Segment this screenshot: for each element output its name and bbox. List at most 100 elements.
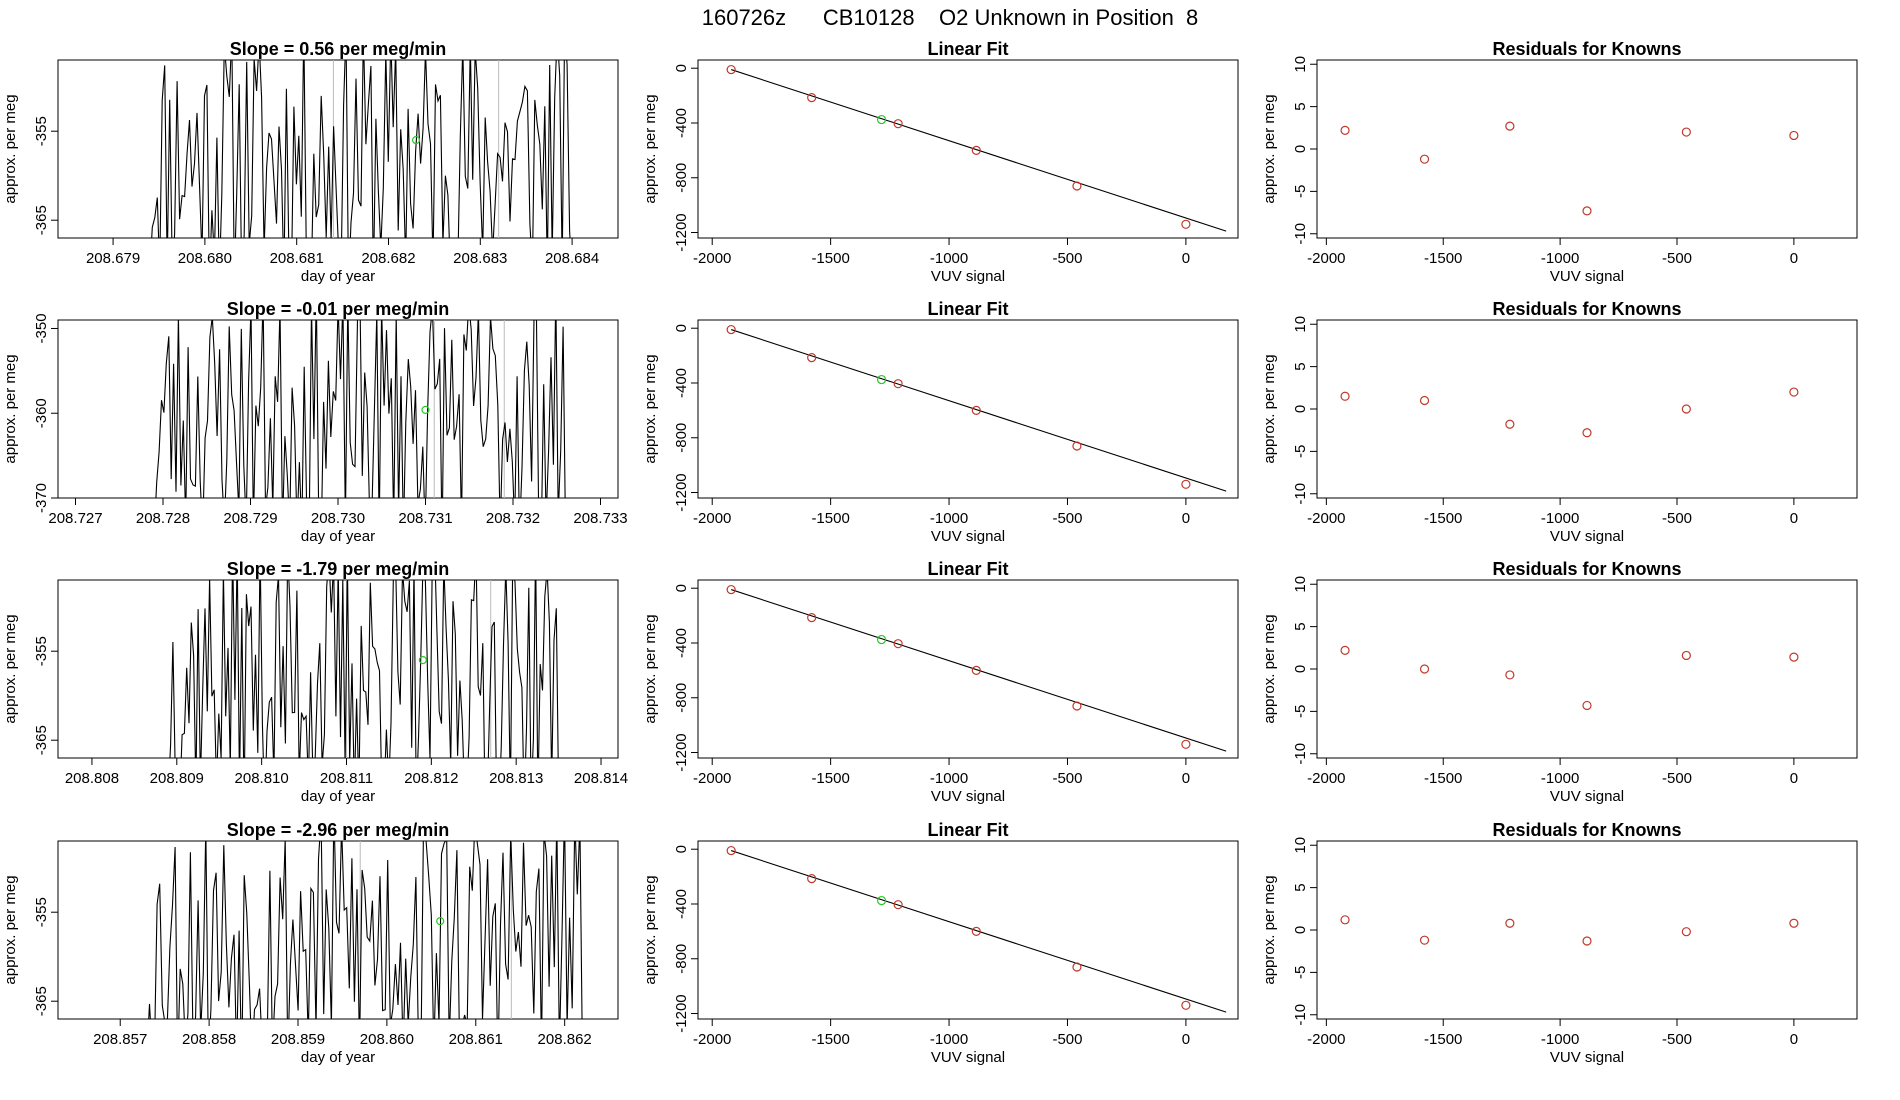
x-tick-label: -1000 [1541, 510, 1579, 527]
y-tick-label: 10 [1292, 316, 1309, 333]
y-tick-label: -800 [673, 163, 690, 193]
y-tick-label: -355 [33, 897, 50, 927]
y-tick-label: 0 [673, 584, 690, 592]
known-point [1789, 130, 1799, 141]
data-series-line [151, 60, 571, 238]
y-tick-label: 0 [1292, 405, 1309, 413]
plot-area [726, 64, 1227, 232]
x-tick-label: -2000 [693, 510, 731, 527]
y-tick-label: -5 [1292, 185, 1309, 198]
x-axis-label: VUV signal [931, 1049, 1005, 1066]
known-point [726, 64, 736, 75]
panel-11: Linear Fit -2000 -1500 -1000 -500 0 0 -400 -800 -… [642, 820, 1239, 1066]
known-point [1582, 428, 1592, 438]
plot-area [726, 845, 1227, 1013]
known-point [893, 639, 903, 649]
plot-frame [697, 840, 1239, 1020]
x-axis-label: VUV signal [1550, 268, 1624, 285]
x-tick-label: 0 [1182, 1031, 1190, 1048]
known-point [1181, 479, 1191, 489]
x-tick-label: 208.808 [65, 770, 119, 787]
y-tick-label: -370 [33, 483, 50, 513]
y-tick-label: -1200 [673, 733, 690, 771]
known-point [1582, 700, 1592, 711]
known-point [893, 900, 903, 910]
x-tick-label: -1500 [1424, 510, 1462, 527]
x-axis-label: VUV signal [931, 268, 1005, 285]
data-series-line [169, 580, 559, 758]
plot-area [726, 324, 1227, 492]
known-point [1789, 387, 1799, 397]
known-point [1072, 962, 1082, 972]
x-tick-label: 208.860 [360, 1031, 414, 1048]
x-tick-label: 208.682 [361, 250, 415, 267]
x-tick-label: -1000 [1541, 770, 1579, 787]
panel-4: Slope = -0.01 per meg/min 208.727 208.728 2… [2, 299, 628, 545]
panel-12: Residuals for Knowns -2000 -1500 -1000 -500 0… [1261, 820, 1858, 1066]
x-tick-label: -2000 [1307, 770, 1345, 787]
y-tick-label: -5 [1292, 445, 1309, 458]
x-tick-label: -500 [1052, 250, 1082, 267]
x-axis-label: VUV signal [931, 528, 1005, 545]
y-axis-label: approx. per meg [1261, 614, 1278, 723]
x-tick-label: 0 [1790, 250, 1798, 267]
x-tick-label: 208.858 [182, 1031, 236, 1048]
plot-area [1340, 645, 1799, 711]
y-axis-label: approx. per meg [2, 354, 19, 463]
x-tick-label: 208.861 [449, 1031, 503, 1048]
plot-area [1340, 387, 1799, 438]
known-point [1419, 154, 1430, 164]
known-point [1505, 670, 1515, 680]
panel-title: Linear Fit [927, 820, 1008, 840]
y-tick-label: 0 [673, 64, 690, 72]
y-tick-label: 0 [673, 845, 690, 853]
y-tick-label: 5 [1292, 622, 1309, 630]
plot-frame [1316, 579, 1858, 759]
y-tick-label: 0 [1292, 926, 1309, 934]
panel-title: Slope = 0.56 per meg/min [230, 39, 447, 59]
x-tick-label: -500 [1052, 770, 1082, 787]
known-point [1419, 935, 1430, 945]
plot-area [169, 580, 559, 758]
known-point [1181, 739, 1191, 749]
panel-title: Residuals for Knowns [1492, 559, 1681, 579]
known-point [971, 405, 981, 415]
plot-frame [57, 840, 619, 1020]
panel-title: Linear Fit [927, 299, 1008, 319]
unknown-point [421, 405, 430, 414]
x-tick-label: 0 [1790, 510, 1798, 527]
known-point [807, 93, 817, 103]
y-axis-label: approx. per meg [642, 94, 659, 203]
x-tick-label: -500 [1662, 1031, 1692, 1048]
unknown-point [876, 895, 887, 906]
known-point [726, 845, 736, 856]
x-tick-label: -1500 [811, 1031, 849, 1048]
panel-1: Slope = 0.56 per meg/min 208.679 208.680 20… [2, 39, 619, 285]
x-tick-label: 208.680 [178, 250, 232, 267]
x-tick-label: -500 [1662, 770, 1692, 787]
x-tick-label: -1000 [930, 250, 968, 267]
panel-title: Linear Fit [927, 559, 1008, 579]
x-tick-label: 208.859 [271, 1031, 325, 1048]
y-tick-label: -365 [33, 205, 50, 235]
y-tick-label: -5 [1292, 705, 1309, 718]
x-tick-label: -1500 [1424, 250, 1462, 267]
x-tick-label: 208.729 [223, 510, 277, 527]
x-tick-label: -2000 [1307, 1031, 1345, 1048]
unknown-point [876, 114, 887, 125]
y-tick-label: -10 [1292, 223, 1309, 245]
y-tick-label: -1200 [673, 213, 690, 251]
y-axis-label: approx. per meg [2, 875, 19, 984]
x-tick-label: -1000 [930, 770, 968, 787]
plot-area [1340, 121, 1799, 216]
y-tick-label: -10 [1292, 743, 1309, 765]
plot-frame [697, 59, 1239, 239]
y-tick-label: 10 [1292, 576, 1309, 593]
y-axis-label: approx. per meg [642, 614, 659, 723]
plot-frame [697, 319, 1239, 499]
panel-2: Linear Fit -2000 -1500 -1000 -500 0 0 -400 -800 -… [642, 39, 1239, 285]
known-point [1181, 219, 1191, 229]
panel-3: Residuals for Knowns -2000 -1500 -1000 -500 0… [1261, 39, 1858, 285]
y-tick-label: -350 [33, 313, 50, 343]
x-tick-label: 208.732 [486, 510, 540, 527]
